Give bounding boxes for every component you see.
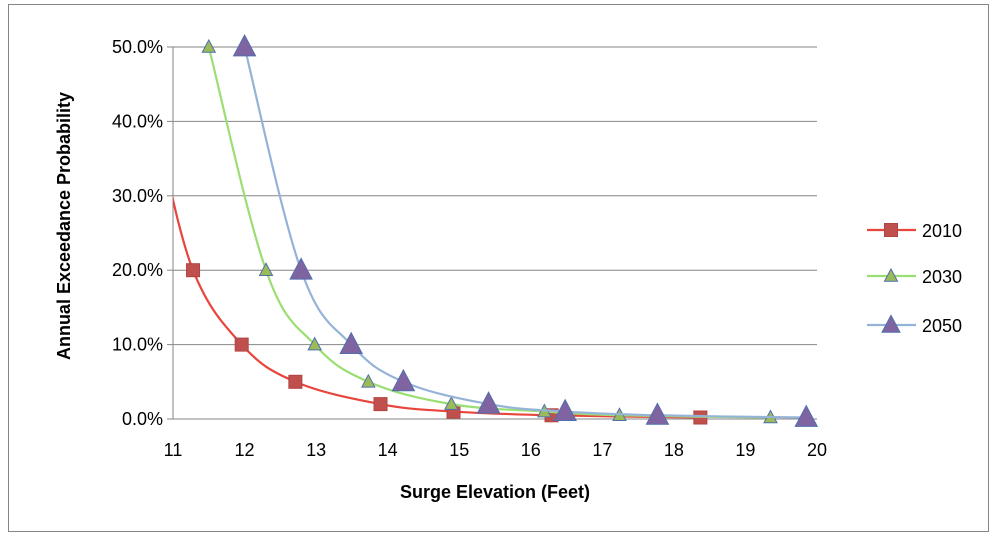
y-tick-label: 10.0% <box>112 335 163 355</box>
y-axis-title: Annual Exceedance Probability <box>54 92 74 360</box>
data-point-2050 <box>232 34 257 57</box>
legend-label-2030: 2030 <box>922 267 962 287</box>
legend-label-2050: 2050 <box>922 316 962 336</box>
data-point-2030 <box>258 262 274 276</box>
y-tick-label: 30.0% <box>112 186 163 206</box>
data-point-2030 <box>444 396 459 410</box>
x-tick-label: 13 <box>306 440 326 460</box>
x-tick-label: 12 <box>235 440 255 460</box>
y-tick-label: 0.0% <box>122 409 163 429</box>
legend-marker-2030 <box>883 267 899 282</box>
data-point-2010 <box>288 374 303 389</box>
legend-marker-2050 <box>881 314 901 333</box>
data-point-2050 <box>794 404 819 427</box>
x-tick-label: 14 <box>378 440 398 460</box>
data-point-2030 <box>307 336 323 351</box>
x-tick-label: 20 <box>807 440 827 460</box>
x-tick-label: 19 <box>735 440 755 460</box>
series-line-2030 <box>207 46 771 419</box>
x-tick-label: 15 <box>449 440 469 460</box>
data-point-2010 <box>186 263 201 278</box>
x-tick-label: 16 <box>521 440 541 460</box>
data-point-2050 <box>391 368 416 392</box>
data-point-2050 <box>289 257 313 280</box>
series-2050 <box>243 46 807 419</box>
y-tick-label: 50.0% <box>112 37 163 57</box>
legend-marker-2010 <box>884 223 898 237</box>
data-point-2030 <box>201 38 217 53</box>
data-point-2050 <box>339 331 364 355</box>
series-2030 <box>207 46 771 419</box>
data-point-2010 <box>373 397 388 412</box>
data-point-2030 <box>361 373 376 388</box>
y-tick-label: 40.0% <box>112 111 163 131</box>
x-tick-label: 17 <box>592 440 612 460</box>
series-line-2050 <box>243 46 807 419</box>
x-axis-title: Surge Elevation (Feet) <box>400 482 590 502</box>
legend-label-2010: 2010 <box>922 221 962 241</box>
x-tick-label: 18 <box>664 440 684 460</box>
y-tick-label: 20.0% <box>112 260 163 280</box>
data-point-2050 <box>476 391 501 414</box>
chart-frame <box>8 4 989 532</box>
data-point-2050 <box>645 402 670 425</box>
data-point-2050 <box>553 398 577 421</box>
data-point-2010 <box>234 337 249 352</box>
x-tick-label: 11 <box>164 440 183 460</box>
